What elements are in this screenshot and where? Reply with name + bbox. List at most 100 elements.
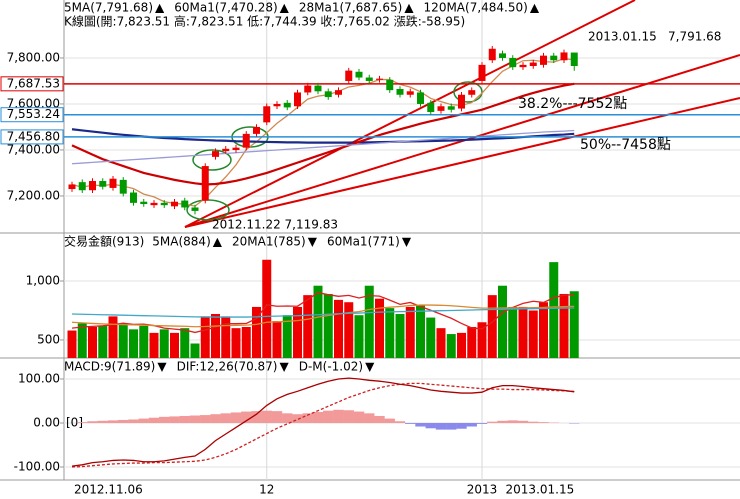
histogram-bar (466, 423, 477, 427)
volume-bar (528, 310, 538, 358)
legend-trend: ▲ (280, 1, 290, 15)
candle-body (355, 71, 363, 78)
candle-body (78, 182, 86, 191)
volume-bar (395, 314, 405, 358)
candle-body (304, 85, 312, 93)
ohlc-title: K線圖(開:7,823.51 高:7,823.51 低:7,744.39 收:7… (64, 14, 465, 29)
histogram-bar (292, 414, 303, 424)
candle-body (150, 202, 158, 206)
volume-bar (487, 295, 497, 358)
histogram-bar (118, 419, 129, 424)
candle-body (130, 192, 137, 203)
candle-body (314, 85, 322, 92)
histogram-bar (405, 423, 416, 424)
candle-body (253, 126, 260, 134)
candle-body (191, 207, 199, 211)
candle-body (232, 147, 240, 150)
volume-bar (385, 308, 395, 358)
candle-body (89, 181, 96, 191)
candle-body (283, 102, 291, 108)
x-tick-label: 2013 (467, 483, 498, 497)
legend-entry: DIF:12,26(70.87) (177, 360, 278, 374)
histogram-bar (476, 423, 488, 424)
volume-bar (569, 291, 579, 358)
y-tick-label: 7,800.00 (7, 50, 60, 64)
volume-bar (129, 329, 138, 358)
y-tick-label: 7,200.00 (7, 188, 60, 202)
y-tick-label: 500 (37, 332, 60, 346)
candle-body (140, 201, 148, 205)
histogram-bar (189, 415, 201, 424)
histogram-bar (230, 412, 242, 424)
histogram-bar (538, 422, 549, 424)
level-box (0, 129, 64, 145)
histogram-bar (302, 413, 313, 424)
histogram-bar (97, 420, 108, 424)
volume-bar (221, 316, 231, 358)
histogram-bar (312, 412, 324, 424)
level-label: 7,687.53 (7, 76, 60, 90)
y-tick-label: 7,600.00 (7, 96, 60, 110)
volume-bar (436, 328, 446, 358)
candle-body (181, 200, 189, 208)
candle-body (488, 48, 496, 61)
volume-bar (200, 316, 210, 358)
candle-body (263, 106, 271, 123)
volume-bar (98, 325, 108, 358)
volume-bar (405, 306, 415, 358)
x-tick-label: 2013.01.15 (506, 483, 575, 497)
histogram-bar (251, 411, 262, 424)
candle-body (201, 166, 209, 201)
volume-bar (149, 332, 159, 358)
volume-bar (539, 302, 548, 358)
candle-body (119, 179, 127, 194)
candle-body (109, 178, 117, 188)
histogram-bar (159, 416, 170, 424)
annotation: 50%--7458點 (580, 137, 671, 153)
candle-body (468, 90, 476, 95)
ma-line (71, 304, 575, 328)
legend-trend: ▼ (308, 235, 318, 249)
volume-bar (498, 285, 507, 358)
candle-body (242, 133, 250, 148)
y-tick-label: 0.00 (33, 416, 60, 430)
legend-trend: ▲ (404, 1, 414, 15)
histogram-bar (77, 422, 88, 424)
volume-bar (477, 322, 487, 358)
level-label: 7,553.24 (7, 107, 60, 121)
candle-body (519, 64, 527, 68)
ma-line (71, 382, 575, 468)
histogram-bar (87, 421, 98, 424)
volume-bar (508, 306, 518, 358)
histogram-bar (435, 423, 447, 430)
candle-body (376, 78, 383, 80)
volume-bar (282, 315, 292, 358)
volume-bar (118, 323, 128, 358)
candle-body (68, 184, 76, 190)
highlight-ellipse (453, 81, 483, 103)
volume-bar (559, 293, 569, 358)
volume-bar (139, 325, 149, 358)
legend-trend: ▲ (213, 235, 223, 249)
volume-bar (190, 343, 200, 358)
volume-bar (211, 314, 220, 358)
volume-bar (108, 316, 118, 358)
volume-bar (354, 315, 364, 358)
volume-bar (159, 329, 169, 358)
histogram-bar (210, 414, 221, 424)
ma-line (71, 377, 575, 467)
ma-line (71, 129, 575, 165)
candle-body (212, 151, 219, 157)
trend-line (184, 97, 740, 228)
volume-bar (549, 262, 559, 358)
legend-entry: 5MA(7,791.68) (64, 1, 153, 15)
histogram-bar (107, 420, 119, 424)
legend-trend: ▼ (365, 360, 375, 374)
histogram-bar (374, 415, 385, 424)
volume-bar (446, 334, 456, 358)
highlight-ellipse (192, 149, 232, 171)
volume-bar (426, 317, 436, 358)
histogram-bar (343, 410, 354, 424)
histogram-bar (323, 410, 334, 424)
candle-body (417, 92, 424, 104)
